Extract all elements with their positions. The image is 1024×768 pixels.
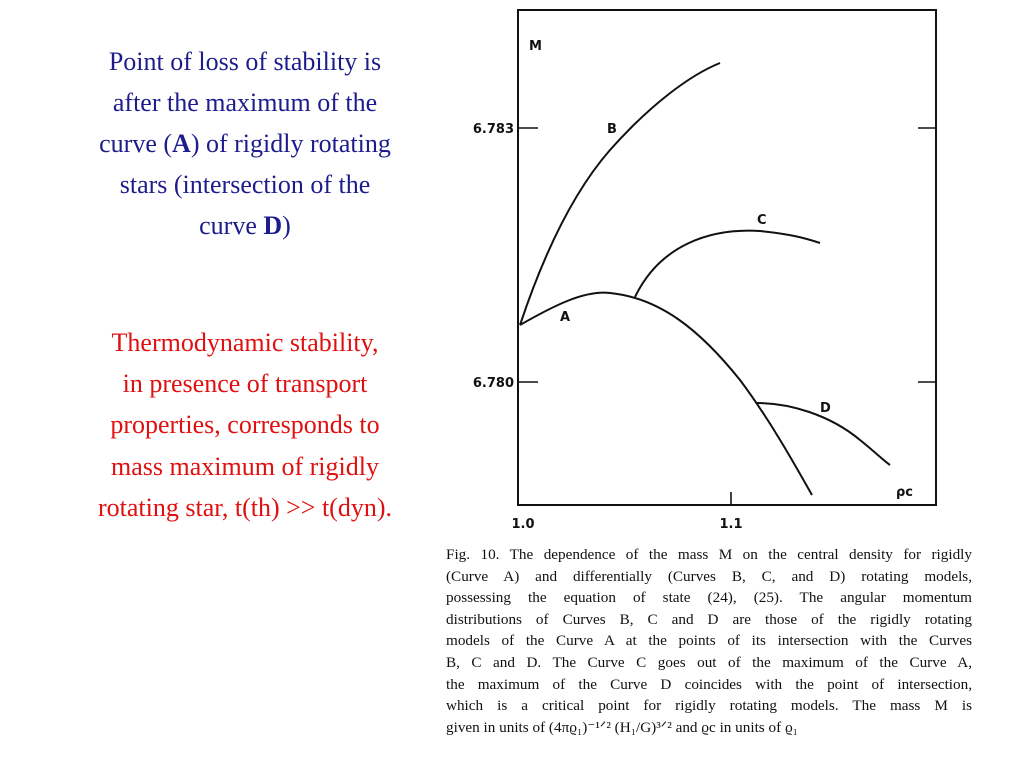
- caption-line: (Curve A) and differentially (Curves B, …: [446, 567, 972, 585]
- caption-line: given in units of (4πϱ₁)⁻¹ᐟ² (H₁/G)³ᐟ² a…: [446, 718, 798, 736]
- caption-line: B, C and D. The Curve C goes out of the …: [446, 654, 972, 671]
- curve-a: [519, 291, 813, 496]
- statement-line: curve (A) of rigidly rotating: [40, 129, 450, 159]
- curve-label: A: [560, 310, 570, 325]
- statement-line: stars (intersection of the: [40, 170, 450, 200]
- text-run: A: [172, 129, 191, 158]
- caption-line: models of the Curve A at the points of i…: [446, 632, 972, 650]
- y-tick-label: 6.780: [473, 376, 514, 391]
- x-tick-label: 1.1: [719, 517, 742, 532]
- note-line: Thermodynamic stability,: [111, 328, 379, 357]
- statement-line: Point of loss of stability is: [40, 47, 450, 77]
- curve-label: D: [820, 401, 831, 416]
- text-run: curve: [199, 211, 264, 240]
- caption-line: the maximum of the Curve D coincides wit…: [446, 675, 972, 693]
- text-run: Point of loss of stability is: [108, 47, 382, 76]
- ticks: [518, 127, 936, 505]
- statement-line: after the maximum of the: [40, 88, 450, 118]
- y-tick-label: 6.783: [473, 122, 514, 137]
- caption-line: which is a critical point for rigidly ro…: [446, 697, 972, 715]
- frame: [517, 9, 937, 506]
- x-tick-label: 1.0: [511, 517, 534, 532]
- caption-line: possessing the equation of state (24), (…: [446, 589, 972, 607]
- note-line: in presence of transport: [122, 369, 368, 399]
- text-run: ): [282, 211, 291, 240]
- text-run: stars (intersection of the: [119, 170, 371, 199]
- curve-label: C: [757, 213, 767, 228]
- curve-label: B: [607, 122, 617, 137]
- caption-line: Fig. 10. The dependence of the mass M on…: [446, 546, 972, 563]
- curve-b: [519, 62, 721, 326]
- note-line: rotating star, t(th) >> t(dyn).: [98, 492, 392, 522]
- note-line: properties, corresponds to: [110, 410, 380, 440]
- note-line: mass maximum of rigidly: [111, 451, 379, 481]
- text-run: ) of rigidly rotating: [190, 129, 391, 158]
- statement-line: curve D): [40, 211, 450, 241]
- figure: M ρc 6.783 6.780 1.0 1.1 A B C D: [473, 9, 937, 532]
- curve-c: [634, 229, 821, 298]
- caption-line: distributions of Curves B, C and D are t…: [446, 610, 972, 628]
- curves: [519, 62, 891, 496]
- text-run: after the maximum of the: [112, 88, 378, 117]
- x-axis-label: ρc: [896, 485, 913, 500]
- text-run: curve (: [99, 129, 173, 158]
- text-run: D: [263, 211, 283, 240]
- curve-d: [756, 402, 891, 466]
- y-axis-label: M: [529, 39, 542, 54]
